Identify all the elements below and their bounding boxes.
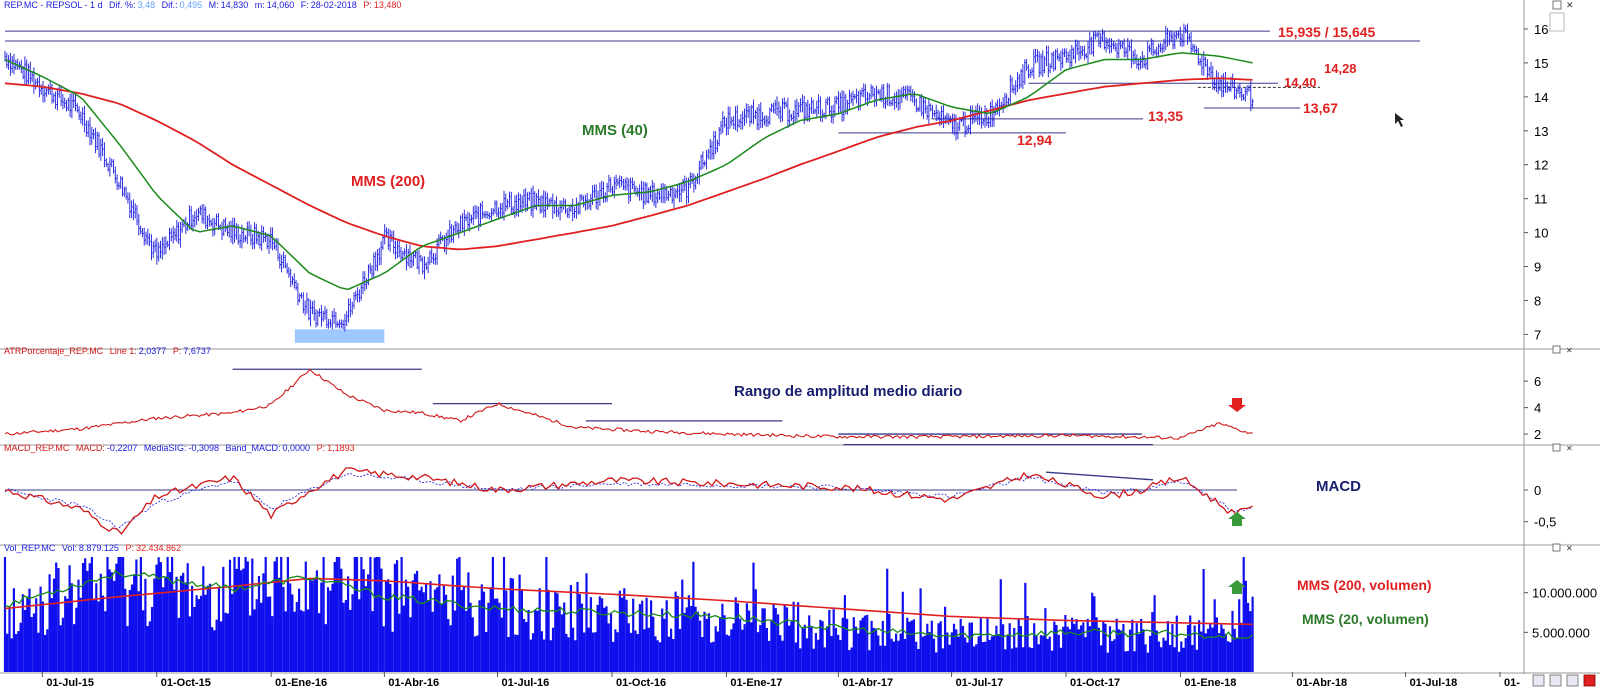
x-tick-label: 01-Jul-17 [956, 677, 1004, 688]
zoom-icon[interactable] [1532, 674, 1545, 687]
y-tick-label: 14 [1534, 90, 1548, 105]
close-icon[interactable]: ✕ [1566, 444, 1573, 453]
y-tick-label: 8 [1534, 293, 1541, 308]
y-tick-label: 10.000.000 [1532, 586, 1597, 601]
panel-frames: ✕ ✕ ✕ [0, 0, 1600, 674]
y-tick-label: 11 [1534, 192, 1548, 207]
y-tick-label: -0,5 [1534, 515, 1556, 530]
volume-header: Vol_REP.MC Vol: 8.879.125 P: 32.434.862 [4, 543, 181, 553]
restore-icon[interactable] [1552, 443, 1561, 452]
y-tick-label: 12 [1534, 158, 1548, 173]
y-tick-label: 0 [1534, 483, 1541, 498]
x-tick-label: 01-Ene-18 [1184, 677, 1236, 688]
macd-up-arrow-icon [1228, 512, 1246, 526]
level-1367-label: 13,67 [1303, 100, 1338, 116]
header-min: 14,060 [267, 0, 295, 10]
x-tick-label: 01- [1504, 677, 1520, 688]
x-tick-label: 01-Abr-16 [388, 677, 439, 688]
level-1294-label: 12,94 [1017, 132, 1052, 148]
close-icon[interactable]: ✕ [1566, 0, 1574, 10]
vol-ma200-label: MMS (200, volumen) [1297, 577, 1432, 593]
x-tick-label: 01-Jul-15 [46, 677, 94, 688]
level-1335-label: 13,35 [1148, 108, 1183, 124]
volume-bars [3, 557, 1254, 672]
ma40-label: MMS (40) [582, 122, 648, 139]
macd-series [4, 467, 1253, 535]
vol-ma200-series [4, 577, 1253, 626]
ma40-series [4, 52, 1253, 291]
restore-icon[interactable] [1552, 345, 1561, 354]
header-symbol: REP.MC - REPSOL - 1 d [4, 0, 103, 10]
restore-icon[interactable] [1552, 543, 1561, 552]
macd-divergence-line [1046, 471, 1154, 481]
print-icon[interactable] [1566, 674, 1579, 687]
macd-panel: 0 -0,5 [4, 467, 1556, 535]
header-dif-pct: 3,48 [138, 0, 156, 10]
volume-panel: 5.000.000 10.000.000 [3, 557, 1597, 672]
x-tick-label: 01-Jul-16 [502, 677, 550, 688]
stop-icon[interactable] [1583, 674, 1596, 687]
level-1428-label: 14,28 [1324, 61, 1357, 76]
panel-menu-icon[interactable] [1549, 12, 1565, 32]
x-tick-label: 01-Abr-17 [842, 677, 893, 688]
price-panel: 7 8 9 10 11 12 13 14 15 16 [4, 22, 1548, 343]
header-dif: 0,495 [180, 0, 203, 10]
y-tick-label: 6 [1534, 374, 1541, 389]
y-tick-label: 7 [1534, 327, 1541, 342]
y-tick-label: 16 [1534, 22, 1548, 37]
y-tick-label: 13 [1534, 124, 1548, 139]
header-date: 28-02-2018 [311, 0, 357, 10]
resistance-label: 15,935 / 15,645 [1278, 24, 1376, 40]
ma200-series [4, 77, 1253, 251]
down-arrow-icon [1228, 398, 1246, 412]
atr-panel: 2 4 6 [4, 368, 1541, 446]
close-icon[interactable]: ✕ [1566, 346, 1573, 355]
level-1440-label: 14,40 [1284, 75, 1317, 90]
vol-ma20-label: MMS (20, volumen) [1302, 611, 1429, 627]
ma200-label: MMS (200) [351, 173, 425, 190]
atr-header: ATRPorcentaje_REP.MC Line 1: 2,0377 P: 7,6… [4, 346, 211, 356]
macd-title: MACD [1316, 478, 1361, 495]
header-price: 13,480 [374, 0, 402, 10]
price-header: REP.MC - REPSOL - 1 d Dif. %: 3,48 Dif.: 0… [4, 0, 401, 10]
y-tick-label: 10 [1534, 226, 1548, 241]
mouse-cursor-icon [1395, 113, 1404, 127]
macd-header: MACD_REP.MC MACD: -0,2207 MediaSIG: -0,309… [4, 443, 355, 453]
x-tick-label: 01-Oct-17 [1070, 677, 1120, 688]
y-tick-label: 5.000.000 [1532, 625, 1590, 640]
atr-series [4, 368, 1253, 440]
y-tick-label: 9 [1534, 260, 1541, 275]
header-max: 14,830 [221, 0, 249, 10]
x-tick-label: 01-Oct-16 [616, 677, 666, 688]
save-icon[interactable] [1549, 674, 1562, 687]
y-tick-label: 4 [1534, 401, 1541, 416]
bottom-toolbar[interactable] [1532, 674, 1596, 687]
window-controls-price[interactable]: ✕ [1552, 0, 1574, 10]
x-tick-label: 01-Oct-15 [161, 677, 211, 688]
volume-up-arrow-icon [1228, 580, 1246, 594]
vol-ma20-series [4, 569, 1253, 641]
x-tick-label: 01-Jul-18 [1410, 677, 1458, 688]
y-tick-label: 2 [1534, 427, 1541, 442]
x-tick-label: 01-Ene-17 [730, 677, 782, 688]
atr-title: Rango de amplitud medio diario [734, 383, 962, 400]
x-tick-label: 01-Ene-16 [275, 677, 327, 688]
x-tick-label: 01-Abr-18 [1296, 677, 1347, 688]
lows-highlight [294, 329, 385, 343]
macd-signal-series [4, 472, 1253, 530]
restore-icon[interactable] [1552, 0, 1562, 10]
date-axis: 01-Jul-15 01-Oct-15 01-Ene-16 01-Abr-16 01-J… [41, 672, 1520, 688]
close-icon[interactable]: ✕ [1566, 544, 1573, 553]
y-tick-label: 15 [1534, 56, 1548, 71]
